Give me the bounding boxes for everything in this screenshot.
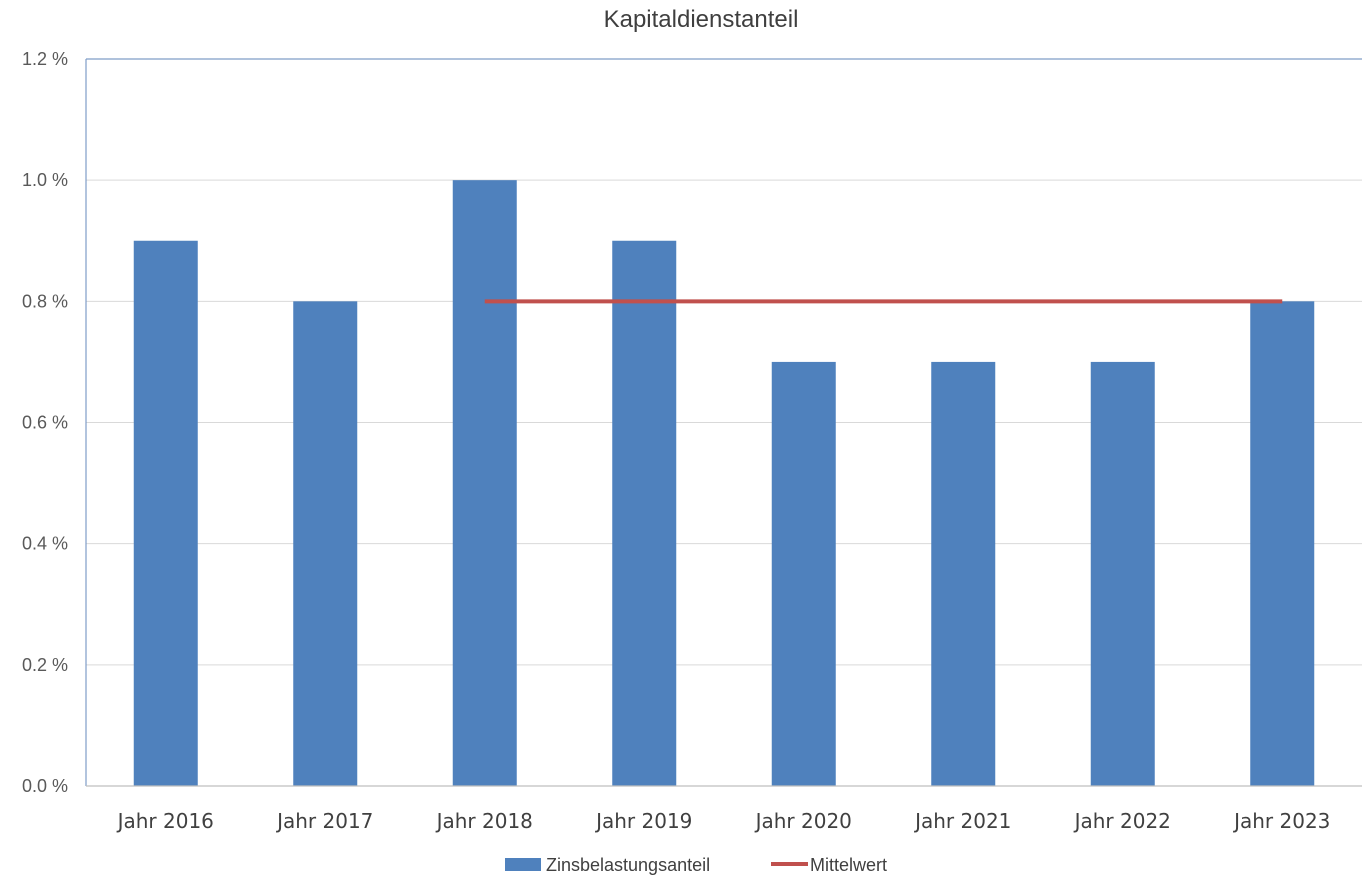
y-tick-label: 1.2 % (22, 49, 68, 69)
x-tick-label: Jahr 2016 (116, 809, 214, 833)
x-tick-label: Jahr 2019 (594, 809, 692, 833)
x-tick-label: Jahr 2021 (913, 809, 1011, 833)
y-tick-label: 0.2 % (22, 655, 68, 675)
legend-label: Zinsbelastungsanteil (546, 855, 710, 875)
y-tick-label: 1.0 % (22, 170, 68, 190)
bar (771, 361, 836, 786)
x-tick-label: Jahr 2023 (1232, 809, 1330, 833)
x-tick-label: Jahr 2020 (754, 809, 852, 833)
bar (452, 180, 517, 786)
x-tick-label: Jahr 2017 (275, 809, 373, 833)
legend-label: Mittelwert (810, 855, 887, 875)
y-axis-ticks: 0.0 % 0.2 % 0.4 % 0.6 % 0.8 % 1.0 % 1.2 % (22, 49, 68, 796)
bar (612, 240, 677, 786)
y-tick-label: 0.0 % (22, 776, 68, 796)
bar (1090, 361, 1155, 786)
x-tick-label: Jahr 2022 (1073, 809, 1171, 833)
bar (293, 301, 358, 786)
y-tick-label: 0.8 % (22, 291, 68, 311)
gridlines (86, 179, 1362, 666)
chart-title: Kapitaldienstanteil (603, 6, 799, 33)
bar (931, 361, 996, 786)
y-tick-label: 0.6 % (22, 413, 68, 433)
x-tick-label: Jahr 2018 (435, 809, 533, 833)
bar-series (133, 180, 1315, 786)
legend-swatch-bar (505, 858, 541, 871)
y-tick-label: 0.4 % (22, 534, 68, 554)
axes (85, 58, 1362, 787)
bar (133, 240, 198, 786)
legend: Zinsbelastungsanteil Mittelwert (505, 855, 887, 875)
bar (1250, 301, 1315, 786)
x-axis-ticks: Jahr 2016 Jahr 2017 Jahr 2018 Jahr 2019 Jahr… (116, 809, 1331, 833)
